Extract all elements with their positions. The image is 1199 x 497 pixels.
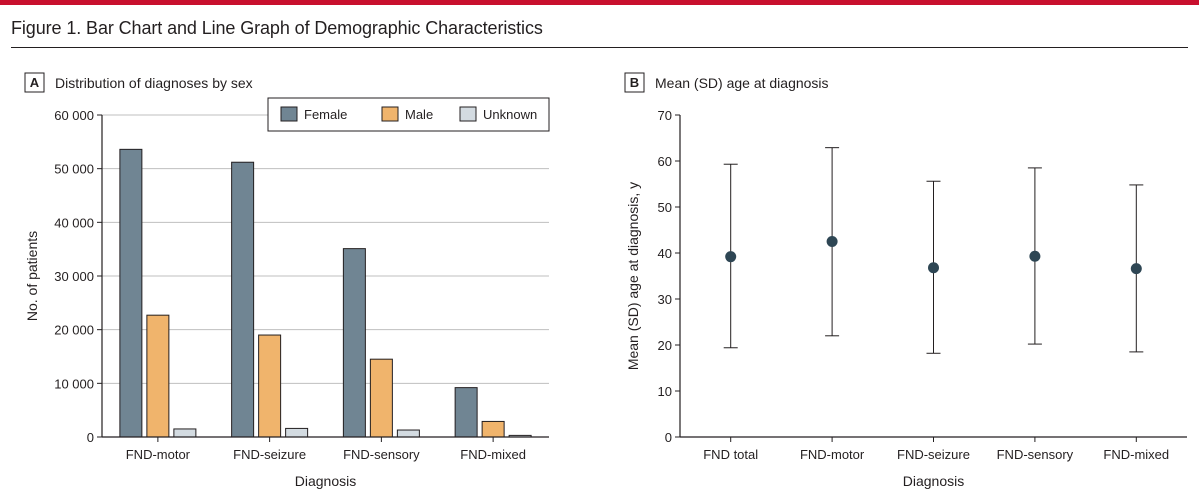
mean-point-fnd-mixed [1130,263,1142,275]
panel-a-ylabel: No. of patients [24,231,40,321]
legend-swatch-female [280,106,298,122]
panel-a-ytick-label: 20 000 [54,323,94,338]
panel-a-xtick-label: FND-mixed [460,447,526,462]
title-rule [11,47,1188,48]
panel-a-xlabel: Diagnosis [295,473,356,489]
panel-b-ytick-label: 70 [658,108,672,123]
panel-a-letter-box [24,72,45,93]
mean-point-fnd total [725,251,737,263]
figure-title: Figure 1. Bar Chart and Line Graph of De… [11,18,543,38]
panel-b-xtick-label: FND-mixed [1103,447,1169,462]
panel-b-ytick-label: 20 [658,338,672,353]
legend-label-female: Female [304,107,347,122]
bar-female-fnd-seizure [231,161,255,438]
panel-a-legend [267,97,550,132]
legend-swatch-unknown [459,106,477,122]
mean-point-fnd-seizure [928,262,939,274]
panel-a-ytick-label: 50 000 [54,162,94,177]
bar-male-fnd-motor [146,314,170,438]
panel-a-ytick-label: 30 000 [54,269,94,284]
panel-a-ytick-label: 60 000 [54,108,94,123]
bar-female-fnd-motor [119,148,143,438]
panel-b-letter: B [630,75,639,90]
panel-a-ytick-label: 10 000 [54,376,94,391]
panel-b-ytick-label: 30 [658,292,672,307]
panel-a-xtick-label: FND-seizure [233,447,306,462]
panel-b-ytick-label: 0 [665,430,672,445]
bar-female-fnd-sensory [342,248,366,438]
bar-male-fnd-mixed [481,420,505,438]
panel-b-ytick-label: 40 [658,246,672,261]
panel-b-title: Mean (SD) age at diagnosis [655,75,829,91]
panel-b-xtick-label: FND total [703,447,758,462]
panel-b-xtick-label: FND-motor [800,447,865,462]
legend-label-male: Male [405,107,433,122]
legend-swatch-male [381,106,399,122]
bar-female-fnd-mixed [454,387,478,438]
panel-a-xtick-label: FND-sensory [343,447,420,462]
mean-point-fnd-sensory [1029,250,1041,262]
bar-unknown-fnd-sensory [396,429,420,438]
panel-b-ytick-label: 60 [658,154,672,169]
mean-point-fnd-motor [826,236,838,247]
panel-b-ytick-label: 50 [658,200,672,215]
panel-a-xtick-label: FND-motor [126,447,191,462]
bar-male-fnd-sensory [369,358,393,438]
panel-a-title: Distribution of diagnoses by sex [55,75,253,91]
panel-a-ytick-label: 0 [87,430,94,445]
panel-a-ytick-label: 40 000 [54,215,94,230]
bar-unknown-fnd-motor [173,428,197,438]
panel-b-xtick-label: FND-sensory [997,447,1074,462]
legend-label-unknown: Unknown [483,107,537,122]
panel-a-letter: A [30,75,40,90]
panel-b-xlabel: Diagnosis [903,473,964,489]
top-accent-bar [0,0,1199,5]
bar-male-fnd-seizure [258,334,282,438]
bar-unknown-fnd-seizure [285,427,309,438]
panel-b-ytick-label: 10 [658,384,672,399]
panel-b-letter-box [624,72,645,93]
panel-b-ylabel: Mean (SD) age at diagnosis, y [625,182,641,370]
panel-b-xtick-label: FND-seizure [897,447,970,462]
